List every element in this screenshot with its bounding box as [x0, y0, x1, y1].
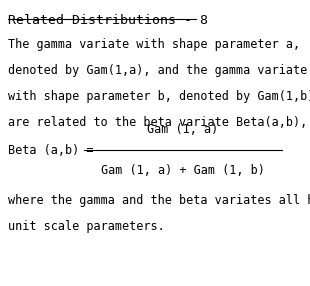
Text: The gamma variate with shape parameter a,: The gamma variate with shape parameter a…: [8, 38, 300, 51]
Text: unit scale parameters.: unit scale parameters.: [8, 220, 165, 233]
Text: Beta (a,b) =: Beta (a,b) =: [8, 144, 101, 156]
Text: where the gamma and the beta variates all have: where the gamma and the beta variates al…: [8, 194, 310, 207]
Text: Gam (1, a): Gam (1, a): [147, 123, 219, 136]
Text: are related to the beta variate Beta(a,b), by: are related to the beta variate Beta(a,b…: [8, 116, 310, 129]
Text: with shape parameter b, denoted by Gam(1,b),: with shape parameter b, denoted by Gam(1…: [8, 90, 310, 103]
Text: Related Distributions - 8: Related Distributions - 8: [8, 14, 208, 27]
Text: denoted by Gam(1,a), and the gamma variate: denoted by Gam(1,a), and the gamma varia…: [8, 64, 307, 77]
Text: Gam (1, a) + Gam (1, b): Gam (1, a) + Gam (1, b): [101, 164, 265, 177]
